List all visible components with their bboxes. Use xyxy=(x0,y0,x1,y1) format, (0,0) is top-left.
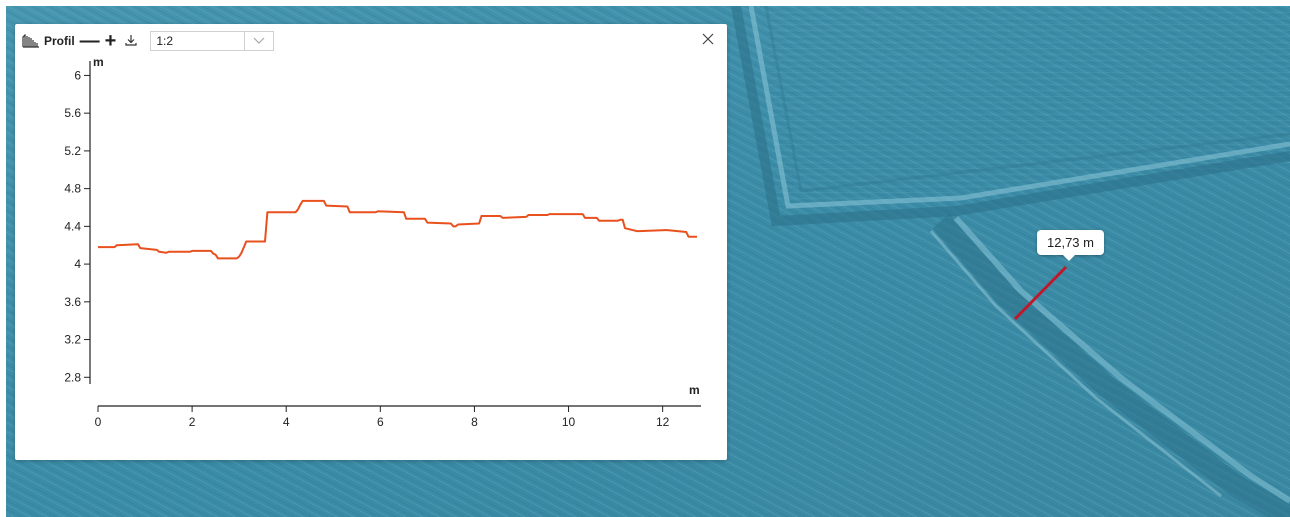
y-tick-label: 5.6 xyxy=(64,106,81,120)
chevron-down-icon[interactable] xyxy=(244,32,273,50)
y-tick-label: 3.6 xyxy=(64,295,81,309)
x-tick-label: 10 xyxy=(562,415,576,429)
y-tick-label: 6 xyxy=(74,68,81,82)
profile-toolbar: Profil — + 1:2 xyxy=(21,31,274,51)
x-tick-label: 12 xyxy=(656,415,670,429)
y-axis-unit-label: m xyxy=(93,55,104,69)
y-tick-label: 2.8 xyxy=(64,370,81,384)
x-tick-label: 4 xyxy=(283,415,290,429)
zoom-out-button[interactable]: — xyxy=(80,33,100,49)
x-tick-label: 6 xyxy=(377,415,384,429)
zoom-in-button[interactable]: + xyxy=(105,33,117,49)
y-tick-label: 3.2 xyxy=(64,333,81,347)
scale-value: 1:2 xyxy=(151,34,244,48)
measurement-tooltip: 12,73 m xyxy=(1037,230,1104,255)
profile-panel: 2.8 3.2 3.6 4 4.4 4.8 5.2 5.6 6 m 0 2 4 6 8 10 12 m Profi… xyxy=(15,24,727,460)
scale-select[interactable]: 1:2 xyxy=(150,31,274,51)
profile-chart-icon xyxy=(21,33,41,49)
y-tick-label: 4.4 xyxy=(64,219,81,233)
x-axis-unit-label: m xyxy=(689,383,700,397)
x-tick-label: 2 xyxy=(189,415,196,429)
panel-title: Profil xyxy=(44,34,75,48)
x-tick-label: 8 xyxy=(471,415,478,429)
profile-line-series xyxy=(98,201,697,259)
y-tick-label: 5.2 xyxy=(64,144,81,158)
close-icon[interactable] xyxy=(701,32,715,46)
y-tick-label: 4.8 xyxy=(64,182,81,196)
download-icon[interactable] xyxy=(124,33,140,49)
y-tick-label: 4 xyxy=(74,257,81,271)
x-tick-label: 0 xyxy=(95,415,102,429)
